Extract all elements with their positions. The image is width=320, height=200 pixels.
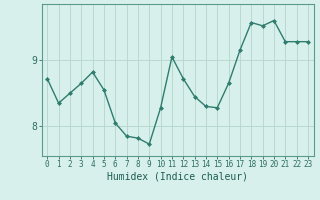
X-axis label: Humidex (Indice chaleur): Humidex (Indice chaleur): [107, 172, 248, 182]
